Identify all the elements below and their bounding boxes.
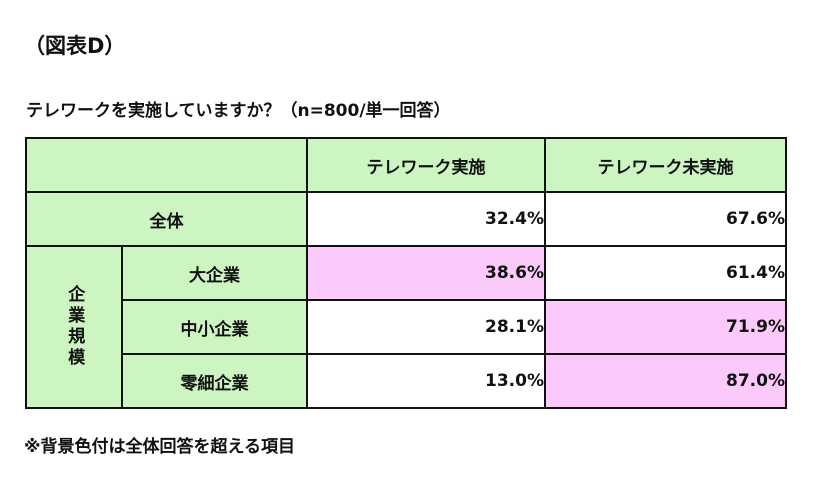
- survey-question: テレワークを実施していますか？（n=800/単一回答）: [26, 101, 451, 121]
- footnote: ※背景色付は全体回答を超える項目: [24, 437, 296, 457]
- table-row-large: 企業規模 大企業 38.6% 61.4%: [25, 245, 787, 409]
- value-sme-telework: 28.1%: [306, 299, 546, 355]
- table-row-total: 全体 32.4% 67.6%: [25, 191, 787, 247]
- column-header-telework: テレワーク実施: [306, 137, 546, 193]
- row-label-total: 全体: [25, 191, 308, 247]
- table-row-micro: 零細企業 13.0% 87.0%: [26, 353, 787, 409]
- figure-label: （図表D）: [24, 34, 126, 58]
- value-micro-no-telework: 87.0%: [544, 353, 787, 409]
- row-label-micro: 零細企業: [121, 353, 308, 409]
- table-row-sme: 中小企業 28.1% 71.9%: [26, 299, 787, 355]
- value-total-telework: 32.4%: [306, 191, 546, 247]
- header-corner-cell: [25, 137, 308, 193]
- column-header-no-telework: テレワーク未実施: [544, 137, 787, 193]
- group-label-company-size: 企業規模: [25, 245, 123, 409]
- header-row: テレワーク実施 テレワーク未実施: [25, 137, 787, 193]
- value-large-telework: 38.6%: [306, 245, 546, 301]
- value-large-no-telework: 61.4%: [544, 245, 787, 301]
- row-label-large: 大企業: [121, 245, 308, 301]
- survey-table: テレワーク実施 テレワーク未実施 全体 32.4% 67.6% 企業規模 大企業…: [25, 137, 787, 409]
- value-sme-no-telework: 71.9%: [544, 299, 787, 355]
- value-total-no-telework: 67.6%: [544, 191, 787, 247]
- value-micro-telework: 13.0%: [306, 353, 546, 409]
- row-label-sme: 中小企業: [121, 299, 308, 355]
